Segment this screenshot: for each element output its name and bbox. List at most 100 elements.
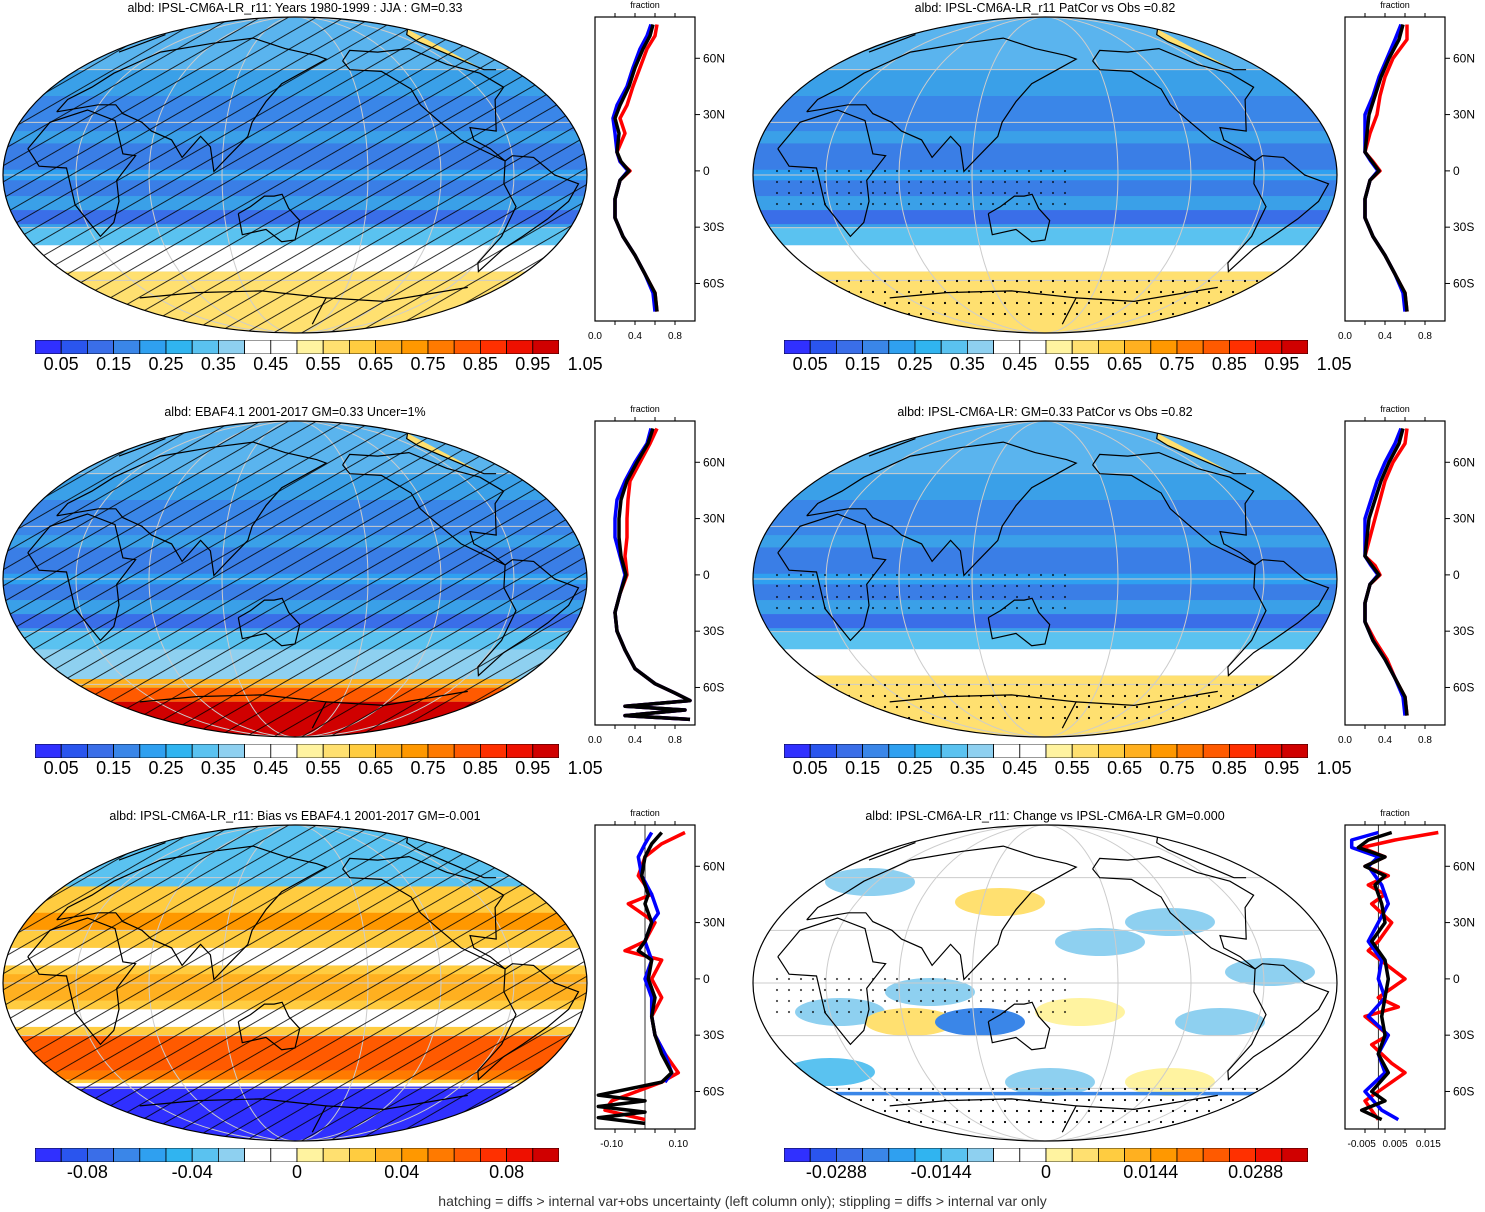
colorbar-swatch: [165, 340, 193, 354]
colorbar-tick-label: 0.75: [1159, 758, 1195, 778]
colorbar-swatch: [1045, 1148, 1073, 1162]
colorbar-swatch: [993, 1148, 1021, 1162]
colorbar-swatch: [1097, 340, 1125, 354]
colorbar-swatch: [35, 340, 62, 354]
colorbar-tick-label: 0.0144: [1123, 1162, 1179, 1182]
colorbar-swatch: [1045, 340, 1073, 354]
profile-xtick-label: 0.8: [1418, 735, 1432, 746]
colorbar-labels-3: 0.05 0.15 0.25 0.35 0.45 0.55 0.65 0.75 0.85 0.95…: [35, 758, 603, 780]
colorbar-tick-label: 0.25: [148, 758, 184, 778]
colorbar-swatch: [270, 1148, 298, 1162]
colorbar-swatch: [966, 744, 994, 758]
profile-ytick-label: 60N: [703, 455, 725, 469]
colorbar-tick-label: -0.04: [171, 1162, 213, 1182]
profile-series-black: [613, 427, 692, 722]
colorbar-swatch: [401, 340, 429, 354]
map-title-1: albd: IPSL-CM6A-LR_r11: Years 1980-1999 …: [127, 1, 463, 15]
colorbar-swatch: [1176, 1148, 1204, 1162]
profile-ytick-label: 60S: [703, 680, 724, 694]
colorbar-swatch: [113, 744, 141, 758]
colorbar-swatch: [1202, 340, 1230, 354]
profile-title: fraction: [1380, 0, 1410, 10]
profile-ytick-label: 30S: [1453, 1028, 1474, 1042]
colorbar-swatch: [270, 340, 298, 354]
colorbar-swatch: [165, 1148, 193, 1162]
colorbar-swatch: [479, 744, 507, 758]
profile-xtick-label: 0.4: [628, 735, 642, 746]
profile-ytick-label: 60S: [703, 1084, 724, 1098]
colorbar-tick-label: 0.55: [305, 758, 341, 778]
profile-series-black: [613, 24, 659, 312]
colorbar-swatch: [1202, 744, 1230, 758]
colorbar-swatch: [113, 340, 141, 354]
profile-ytick-label: 0: [1453, 972, 1460, 986]
colorbar-tick-label: 0.85: [1211, 354, 1247, 374]
colorbar-tick-label: 0.25: [148, 354, 184, 374]
colorbar-swatch: [296, 340, 324, 354]
colorbar-tick-label: 0.65: [358, 758, 394, 778]
colorbar-swatch: [453, 340, 481, 354]
colorbar-swatch: [296, 744, 324, 758]
colorbar-tick-label: 0.85: [462, 354, 498, 374]
profile-ytick-label: 60N: [1453, 51, 1475, 65]
colorbar-swatch: [244, 340, 272, 354]
colorbar-tick-label: 0: [291, 1162, 303, 1182]
colorbar-swatch: [60, 744, 88, 758]
profile-ytick-label: 30S: [1453, 624, 1474, 638]
colorbar-swatch: [191, 744, 219, 758]
colorbar-swatch: [506, 1148, 534, 1162]
colorbar-swatch: [217, 340, 245, 354]
colorbar-tick-label: 0.45: [253, 354, 289, 374]
profile-4: fraction 0.0 0.4 0.8 60N 30N 0 30S 60S: [1338, 404, 1475, 746]
colorbar-tick-label: 0: [1040, 1162, 1052, 1182]
colorbar-swatch: [1097, 744, 1125, 758]
figure-caption: hatching = diffs > internal var+obs unce…: [438, 1193, 1047, 1209]
colorbar-tick-label: -0.0288: [805, 1162, 867, 1182]
colorbar-tick-label: 0.15: [845, 758, 881, 778]
colorbar-swatch: [87, 340, 115, 354]
colorbar-swatch: [1228, 744, 1256, 758]
colorbar-swatch: [348, 340, 376, 354]
colorbar-tick-label: 0.85: [462, 758, 498, 778]
colorbar-swatch: [322, 1148, 350, 1162]
colorbar-6: [784, 1148, 1308, 1162]
profile-title: fraction: [630, 404, 660, 414]
colorbar-swatch: [993, 340, 1021, 354]
colorbar-swatch: [966, 1148, 994, 1162]
map-2: [752, 16, 1338, 334]
profile-ytick-label: 60S: [1453, 1084, 1474, 1098]
profile-title: fraction: [630, 808, 660, 818]
colorbar-swatch: [1124, 744, 1152, 758]
colorbar-swatch: [1150, 1148, 1178, 1162]
colorbar-swatch: [60, 340, 88, 354]
colorbar-swatch: [836, 1148, 864, 1162]
profile-xtick-label: -0.005: [1347, 1139, 1376, 1150]
colorbar-swatch: [60, 1148, 88, 1162]
colorbar-swatch: [1176, 340, 1204, 354]
colorbar-swatch: [862, 1148, 890, 1162]
profile-xtick-label: 0.005: [1382, 1139, 1407, 1150]
colorbar-swatch: [914, 1148, 942, 1162]
profile-title: fraction: [630, 0, 660, 10]
map-5: [2, 824, 588, 1142]
colorbar-swatch: [1176, 744, 1204, 758]
colorbar-swatch: [888, 1148, 916, 1162]
colorbar-swatch: [1281, 744, 1308, 758]
profile-ytick-label: 30S: [703, 220, 724, 234]
colorbar-swatch: [453, 744, 481, 758]
profile-ytick-label: 30N: [1453, 512, 1475, 526]
colorbar-labels-4: 0.05 0.15 0.25 0.35 0.45 0.55 0.65 0.75 0.85 0.95…: [784, 758, 1352, 780]
colorbar-tick-label: 0.08: [489, 1162, 525, 1182]
colorbar-tick-label: -0.08: [66, 1162, 108, 1182]
colorbar-swatch: [1019, 744, 1047, 758]
colorbar-swatch: [87, 744, 115, 758]
profile-xtick-label: -0.10: [600, 1139, 623, 1150]
colorbar-swatch: [35, 1148, 62, 1162]
colorbar-tick-label: 0.35: [200, 758, 236, 778]
colorbar-swatch: [217, 744, 245, 758]
colorbar-swatch: [244, 744, 272, 758]
profile-xtick-label: 0.8: [1418, 331, 1432, 342]
colorbar-swatch: [862, 744, 890, 758]
colorbar-labels-5: -0.08 -0.04 0 0.04 0.08: [35, 1162, 559, 1184]
colorbar-swatch: [1019, 340, 1047, 354]
